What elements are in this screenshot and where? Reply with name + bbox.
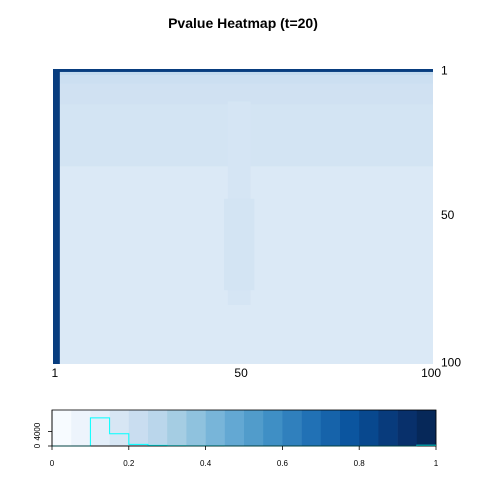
color-key-swatch bbox=[109, 410, 130, 446]
color-key-x-tick-label: 0.6 bbox=[277, 459, 289, 468]
color-key-swatch bbox=[205, 410, 226, 446]
color-key-swatch bbox=[340, 410, 360, 446]
color-key-swatch bbox=[167, 410, 187, 446]
color-key-swatch bbox=[359, 410, 379, 446]
color-key-swatch bbox=[397, 410, 418, 446]
color-key-swatch bbox=[148, 410, 168, 446]
color-key-swatch bbox=[52, 410, 72, 446]
color-key-swatch bbox=[320, 410, 341, 446]
color-key-swatch bbox=[90, 410, 110, 446]
color-key-x-tick-label: 0.4 bbox=[200, 459, 212, 468]
color-key-x-tick-label: 0.8 bbox=[354, 459, 366, 468]
heatmap-plot bbox=[53, 69, 433, 364]
heatmap-cell-region-7 bbox=[53, 69, 60, 364]
color-key-x-tick-label: 0.2 bbox=[123, 459, 135, 468]
color-key: 0 0.2 0.4 0.6 0.8 1 0 4000 bbox=[33, 409, 439, 468]
heatmap-cell-region-8 bbox=[53, 69, 433, 72]
color-key-x-tick-label: 1 bbox=[434, 459, 439, 468]
color-key-swatch bbox=[244, 410, 264, 446]
color-key-swatch bbox=[186, 410, 206, 446]
color-key-y-tick-label: 4000 bbox=[33, 422, 42, 440]
color-key-swatch bbox=[416, 410, 437, 446]
heatmap-cell-region-6 bbox=[224, 198, 255, 291]
color-key-y-tick-label: 0 bbox=[33, 443, 42, 448]
x-tick-label: 50 bbox=[234, 366, 248, 380]
y-tick-label: 100 bbox=[441, 356, 461, 370]
color-key-swatch bbox=[378, 410, 398, 446]
x-tick-label: 100 bbox=[421, 366, 441, 380]
color-key-swatch bbox=[128, 410, 149, 446]
color-key-swatch bbox=[224, 410, 245, 446]
color-key-swatch bbox=[301, 410, 322, 446]
color-key-swatch bbox=[263, 410, 283, 446]
color-key-x-tick-label: 0 bbox=[50, 459, 55, 468]
chart-title: Pvalue Heatmap (t=20) bbox=[168, 15, 318, 31]
y-tick-label: 50 bbox=[441, 208, 455, 222]
x-tick-label: 1 bbox=[52, 366, 59, 380]
color-key-swatch bbox=[282, 410, 302, 446]
y-tick-label: 1 bbox=[441, 63, 448, 77]
color-key-swatch bbox=[71, 410, 91, 446]
